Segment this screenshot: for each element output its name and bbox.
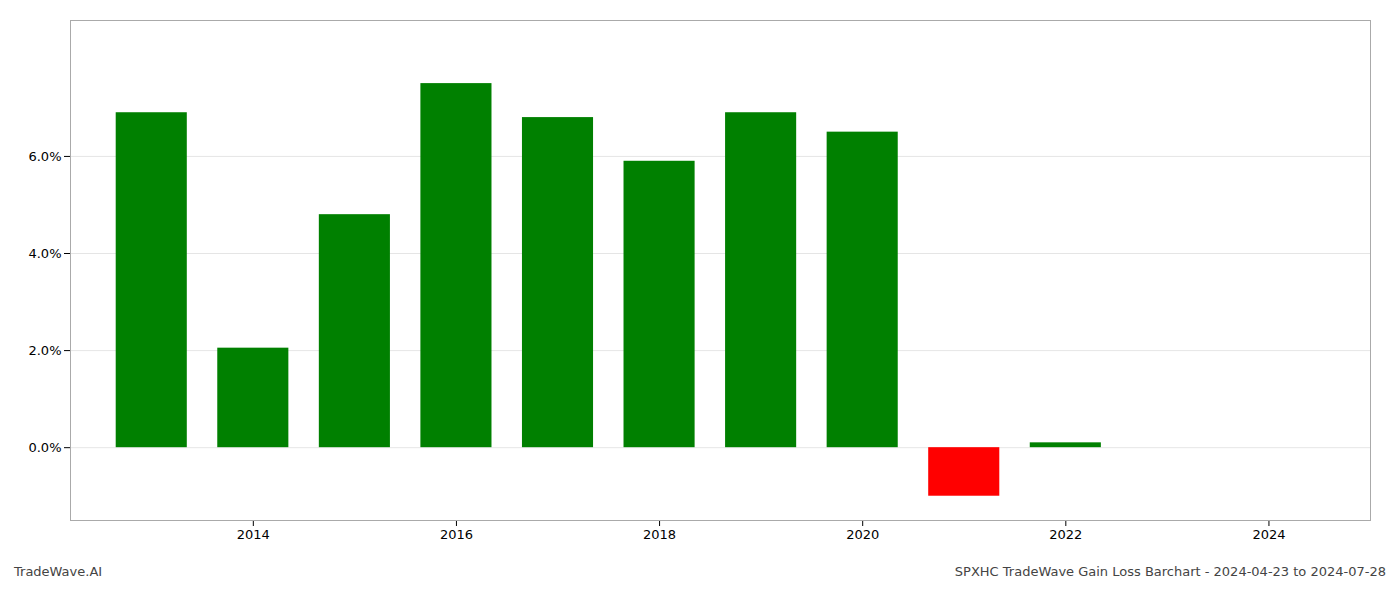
svg-text:0.0%: 0.0% (28, 440, 61, 455)
svg-text:2016: 2016 (440, 527, 473, 542)
html-text:TradeWave.AI: TradeWave.AI (14, 564, 103, 579)
svg-text:2020: 2020 (846, 527, 879, 542)
svg-text:4.0%: 4.0% (28, 246, 61, 261)
svg-text:2024: 2024 (1252, 527, 1285, 542)
svg-text:2014: 2014 (237, 527, 270, 542)
svg-text:6.0%: 6.0% (28, 149, 61, 164)
svg-text:2.0%: 2.0% (28, 343, 61, 358)
html-text:SPXHC TradeWave Gain Loss Barc: SPXHC TradeWave Gain Loss Barchart - 202… (954, 564, 1386, 579)
svg-text:2022: 2022 (1049, 527, 1082, 542)
svg-text:2018: 2018 (643, 527, 676, 542)
